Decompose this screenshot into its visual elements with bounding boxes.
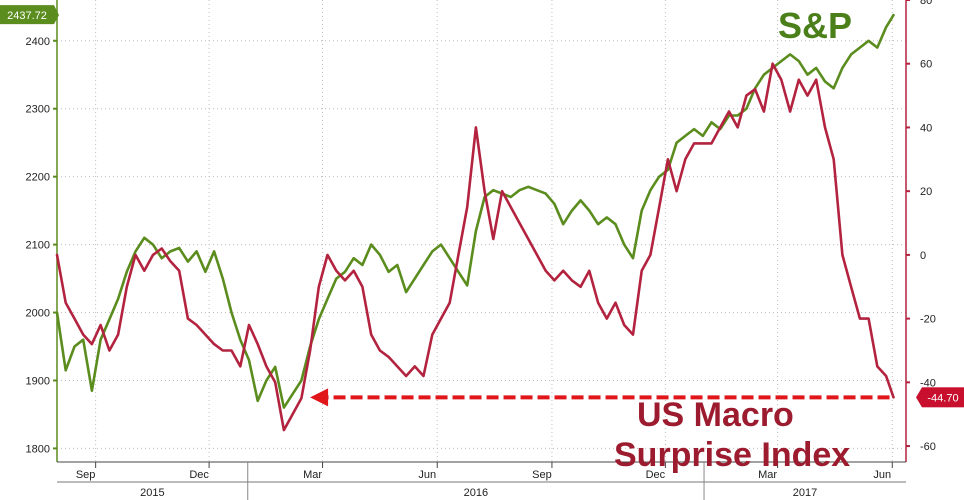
year-tick-label: 2015 <box>140 487 164 499</box>
month-tick-label: Jun <box>418 469 436 481</box>
left-tick-label: 2000 <box>26 308 50 320</box>
month-tick-label: Mar <box>758 469 777 481</box>
annotation-us-macro: US Macro <box>637 396 794 434</box>
right-tick-label: 0 <box>920 250 926 262</box>
value-labels: 2437.72 -44.70 <box>0 5 964 408</box>
month-tick-label: Sep <box>76 469 96 481</box>
right-tick-label: -20 <box>920 314 936 326</box>
right-tick-label: 40 <box>920 122 932 134</box>
arrow-annotation <box>310 388 890 407</box>
left-axis: 1800 1900 2000 2100 2200 2300 2400 <box>26 0 58 462</box>
month-tick-label: Jun <box>873 469 891 481</box>
series-group <box>55 13 895 432</box>
time-axis: Sep Dec Mar Jun Sep Dec Mar Jun 2015 2016 2017 <box>57 461 906 500</box>
year-tick-label: 2017 <box>793 487 817 499</box>
left-tick-label: 2100 <box>26 240 50 252</box>
month-tick-label: Mar <box>303 469 322 481</box>
macro-last-value-pointer <box>916 387 922 408</box>
month-tick-label: Sep <box>532 469 552 481</box>
right-tick-label: 80 <box>920 0 932 7</box>
annotation-sp: S&P <box>778 5 852 46</box>
left-tick-label: 2200 <box>26 172 50 184</box>
month-tick-label: Dec <box>646 469 666 481</box>
left-tick-label: 2400 <box>26 36 50 48</box>
left-tick-label: 1900 <box>26 375 50 387</box>
sp-last-value-label: 2437.72 <box>7 10 47 22</box>
sp-last-value-pointer <box>54 5 59 25</box>
right-axis: -60 -40 -20 0 20 40 60 80 <box>905 0 936 462</box>
right-tick-label: -40 <box>920 377 936 389</box>
sp-last-value-box <box>0 5 54 25</box>
left-tick-label: 2300 <box>26 104 50 116</box>
year-tick-label: 2016 <box>464 487 488 499</box>
annotation-surprise-index: Surprise Index <box>614 436 850 474</box>
series-line-us-macro <box>55 62 895 432</box>
month-tick-label: Dec <box>189 469 209 481</box>
macro-last-value-label: -44.70 <box>927 392 958 404</box>
right-tick-label: -60 <box>920 441 936 453</box>
left-tick-label: 1800 <box>26 443 50 455</box>
arrow-head <box>310 388 329 407</box>
macro-last-value-box <box>922 387 964 408</box>
right-tick-label: 20 <box>920 186 932 198</box>
right-tick-label: 60 <box>920 59 932 71</box>
